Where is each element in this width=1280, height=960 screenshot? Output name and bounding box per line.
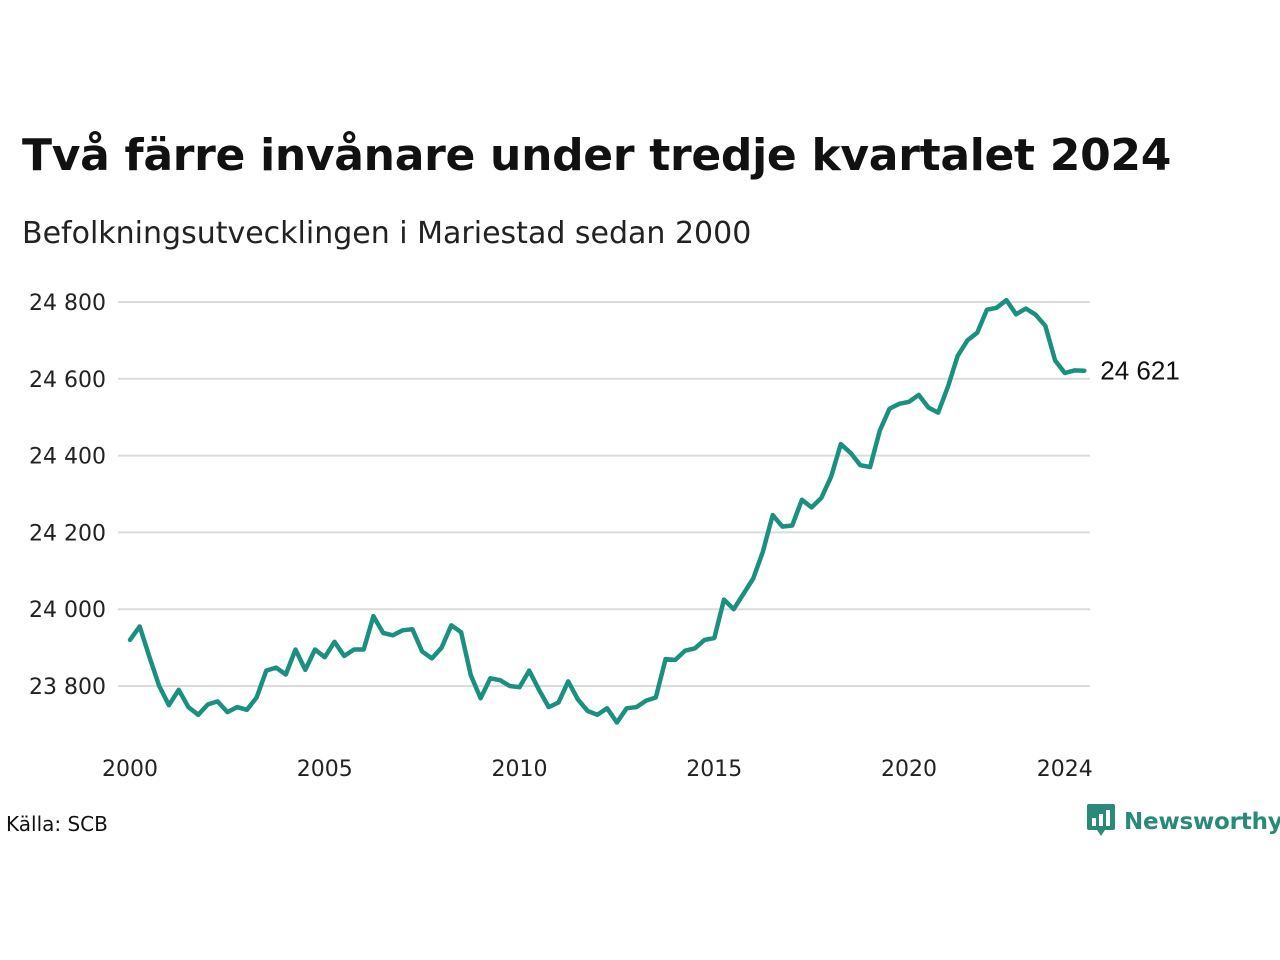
x-tick-label: 2015	[686, 757, 742, 782]
series-line	[127, 297, 1087, 725]
x-tick-label: 2010	[492, 757, 548, 782]
chart-title: Två färre invånare under tredje kvartale…	[22, 130, 1172, 181]
chart-speech-bubble-icon	[1086, 803, 1116, 841]
y-tick-label: 24 000	[29, 598, 106, 623]
x-tick-label: 2005	[297, 757, 353, 782]
y-tick-label: 24 400	[29, 445, 106, 470]
y-tick-label: 23 800	[29, 675, 106, 700]
x-tick-label: 2000	[102, 757, 158, 782]
chart-subtitle: Befolkningsutvecklingen i Mariestad seda…	[22, 216, 752, 251]
y-tick-label: 24 200	[29, 521, 106, 546]
y-tick-label: 24 600	[29, 368, 106, 393]
series-lines	[127, 297, 1087, 725]
source-note: Källa: SCB	[6, 812, 108, 836]
end-value-label: 24 621	[1100, 356, 1180, 386]
y-axis-tick-labels: 23 800 24 000 24 200 24 400 24 600 24 800	[29, 291, 106, 700]
x-tick-label: 2020	[881, 757, 937, 782]
x-tick-label: 2024	[1037, 757, 1093, 782]
y-tick-label: 24 800	[29, 291, 106, 316]
brand-logo: Newsworthy	[1086, 804, 1280, 840]
brand-name: Newsworthy	[1124, 809, 1280, 835]
gridlines	[118, 301, 1090, 687]
x-axis-tick-labels: 2000 2005 2010 2015 2020 2024	[102, 757, 1093, 782]
